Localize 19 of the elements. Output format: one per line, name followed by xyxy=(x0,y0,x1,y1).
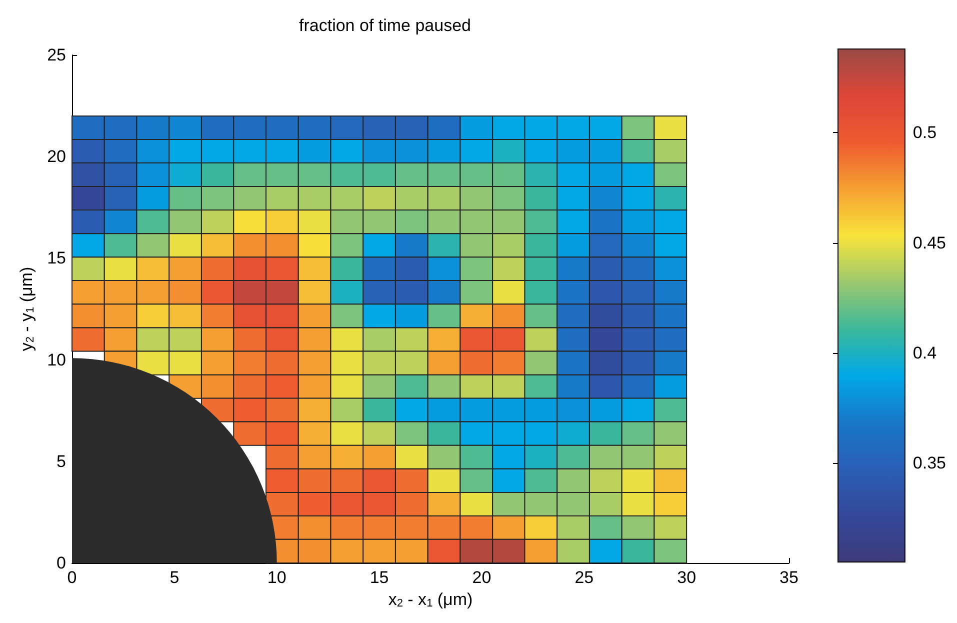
chart-title: fraction of time paused xyxy=(299,16,471,35)
x-tick-label: 10 xyxy=(267,568,286,587)
x-tick-label: 25 xyxy=(574,568,594,587)
color-bar-label: 0.5 xyxy=(912,123,937,142)
y-tick-label: 0 xyxy=(56,554,66,572)
color-bar-label: 0.45 xyxy=(912,233,946,252)
color-bar-label: 0.35 xyxy=(912,453,946,472)
y-tick-label: 10 xyxy=(47,350,66,370)
y-tick-label: 15 xyxy=(47,248,66,268)
y-tick-label: 5 xyxy=(56,452,66,471)
x-tick-label: 35 xyxy=(780,568,798,587)
y-tick-label: 20 xyxy=(47,147,66,166)
color-bar-label: 0.4 xyxy=(912,343,937,362)
x-tick-label: 5 xyxy=(170,568,180,587)
x-tick-label: 15 xyxy=(370,568,389,587)
y-tick-label: 25 xyxy=(47,46,66,64)
y-axis-title: y2 - y1 (μm) xyxy=(17,266,37,352)
x-tick-label: 30 xyxy=(677,568,696,587)
x-tick-label: 20 xyxy=(472,568,492,587)
